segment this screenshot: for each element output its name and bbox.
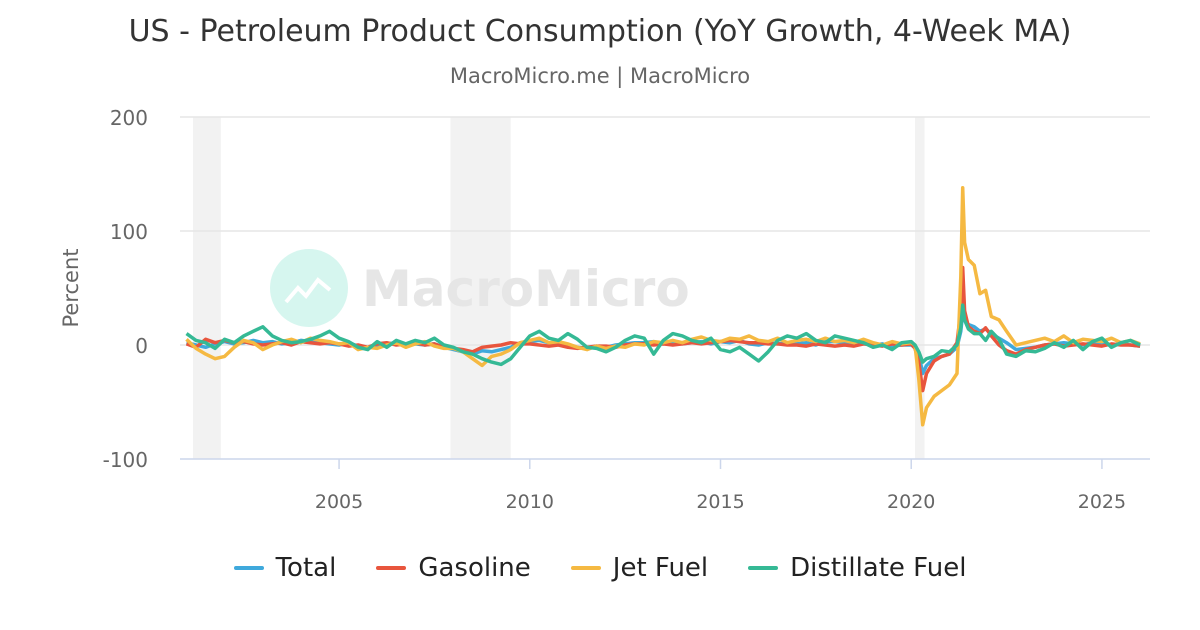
- watermark-logo-icon: [270, 249, 348, 327]
- recession-band: [450, 117, 511, 459]
- y-tick-label: 100: [110, 220, 148, 244]
- y-tick-label: 0: [135, 334, 148, 358]
- x-tick-label: 2020: [887, 491, 935, 513]
- legend-swatch: [570, 566, 601, 570]
- legend-label: Gasoline: [418, 553, 531, 583]
- y-tick-label: 200: [110, 106, 148, 130]
- recession-band: [192, 117, 221, 459]
- watermark: MacroMicro: [270, 249, 690, 327]
- recession-band: [915, 117, 925, 459]
- chart-subtitle: MacroMicro.me | MacroMicro: [449, 64, 751, 88]
- x-tick-label: 2015: [696, 491, 744, 513]
- legend: Total Gasoline Jet Fuel Distillate Fuel: [0, 553, 1200, 583]
- y-axis-label: Percent: [59, 248, 83, 327]
- legend-item-total[interactable]: Total: [233, 553, 337, 583]
- legend-item-gasoline[interactable]: Gasoline: [376, 553, 531, 583]
- legend-item-distillate-fuel[interactable]: Distillate Fuel: [748, 553, 966, 583]
- series-line-jet-fuel: [185, 185, 1141, 427]
- legend-label: Jet Fuel: [612, 553, 709, 583]
- legend-swatch: [376, 566, 407, 570]
- legend-label: Total: [275, 553, 337, 583]
- x-tick-label: 2005: [315, 491, 363, 513]
- watermark-text: MacroMicro: [362, 260, 690, 318]
- series-line-distillate-fuel: [185, 303, 1141, 367]
- legend-item-jet-fuel[interactable]: Jet Fuel: [570, 553, 709, 583]
- legend-swatch: [233, 566, 264, 570]
- y-tick-label: -100: [103, 448, 148, 472]
- x-tick-label: 2025: [1078, 491, 1126, 513]
- chart-title: US - Petroleum Product Consumption (YoY …: [128, 14, 1072, 49]
- watermark-logo-line: [284, 277, 332, 304]
- legend-label: Distillate Fuel: [790, 553, 967, 583]
- legend-swatch: [748, 566, 779, 570]
- x-tick-label: 2010: [506, 491, 554, 513]
